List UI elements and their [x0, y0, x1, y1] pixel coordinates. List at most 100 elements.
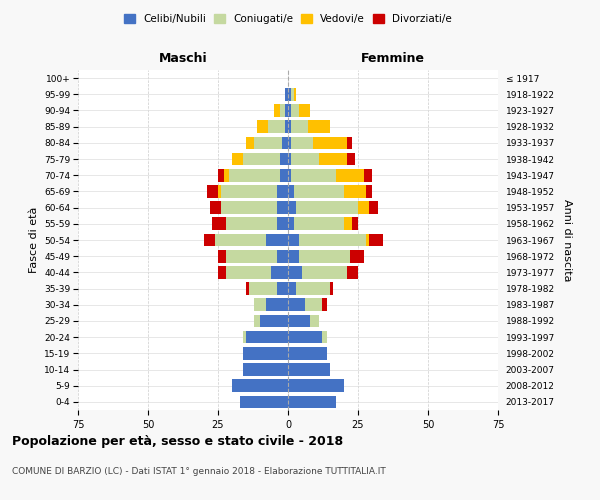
Bar — [299, 250, 350, 262]
Bar — [347, 266, 358, 278]
Bar — [277, 218, 288, 230]
Bar — [288, 104, 291, 117]
Bar — [352, 218, 358, 230]
Bar — [288, 282, 296, 295]
Bar — [288, 185, 293, 198]
Bar — [277, 202, 288, 214]
Bar — [277, 185, 288, 198]
Bar — [335, 169, 364, 181]
Bar — [288, 380, 344, 392]
Bar — [296, 202, 358, 214]
Bar — [257, 120, 268, 133]
Bar — [241, 396, 288, 408]
Bar — [254, 314, 260, 328]
Bar — [221, 185, 277, 198]
Bar — [226, 250, 277, 262]
Legend: Celibi/Nubili, Coniugati/e, Vedovi/e, Divorziati/e: Celibi/Nubili, Coniugati/e, Vedovi/e, Di… — [120, 10, 456, 29]
Bar — [344, 185, 367, 198]
Bar — [254, 136, 283, 149]
Bar — [288, 88, 291, 101]
Bar — [308, 120, 330, 133]
Text: Popolazione per età, sesso e stato civile - 2018: Popolazione per età, sesso e stato civil… — [12, 435, 343, 448]
Bar — [288, 266, 302, 278]
Text: Maschi: Maschi — [158, 52, 208, 65]
Bar — [291, 104, 299, 117]
Bar — [218, 185, 221, 198]
Bar — [218, 266, 226, 278]
Bar — [283, 136, 288, 149]
Y-axis label: Anni di nascita: Anni di nascita — [562, 198, 572, 281]
Bar — [310, 314, 319, 328]
Text: Femmine: Femmine — [361, 52, 425, 65]
Bar — [266, 298, 288, 311]
Bar — [364, 169, 372, 181]
Bar — [224, 169, 229, 181]
Bar — [277, 250, 288, 262]
Bar — [293, 88, 296, 101]
Y-axis label: Fasce di età: Fasce di età — [29, 207, 38, 273]
Bar — [288, 250, 299, 262]
Bar — [288, 120, 291, 133]
Bar — [226, 266, 271, 278]
Bar — [288, 136, 291, 149]
Bar — [260, 314, 288, 328]
Bar — [268, 120, 285, 133]
Bar — [215, 234, 266, 246]
Bar — [212, 218, 226, 230]
Bar — [330, 282, 333, 295]
Bar — [229, 169, 280, 181]
Bar — [288, 169, 291, 181]
Bar — [299, 234, 367, 246]
Bar — [291, 136, 313, 149]
Bar — [218, 250, 226, 262]
Bar — [271, 266, 288, 278]
Bar — [285, 120, 288, 133]
Bar — [274, 104, 280, 117]
Bar — [243, 363, 288, 376]
Bar — [207, 185, 218, 198]
Bar — [291, 120, 308, 133]
Bar — [221, 202, 277, 214]
Bar — [246, 136, 254, 149]
Bar — [347, 152, 355, 166]
Bar — [296, 282, 330, 295]
Bar — [249, 282, 277, 295]
Bar — [288, 152, 291, 166]
Bar — [291, 169, 335, 181]
Bar — [305, 298, 322, 311]
Bar — [319, 152, 347, 166]
Bar — [299, 104, 310, 117]
Bar — [288, 298, 305, 311]
Bar — [358, 202, 369, 214]
Bar — [209, 202, 221, 214]
Bar — [291, 88, 293, 101]
Bar — [277, 282, 288, 295]
Bar — [322, 331, 327, 344]
Bar — [246, 331, 288, 344]
Bar — [369, 202, 377, 214]
Bar — [288, 347, 327, 360]
Bar — [243, 152, 280, 166]
Bar — [367, 234, 369, 246]
Bar — [293, 185, 344, 198]
Bar — [243, 347, 288, 360]
Bar — [369, 234, 383, 246]
Bar — [347, 136, 352, 149]
Bar — [243, 331, 246, 344]
Bar — [288, 202, 296, 214]
Bar — [344, 218, 352, 230]
Bar — [280, 104, 285, 117]
Bar — [288, 314, 310, 328]
Bar — [293, 218, 344, 230]
Bar — [254, 298, 266, 311]
Bar — [285, 88, 288, 101]
Bar — [350, 250, 364, 262]
Bar — [288, 218, 293, 230]
Text: COMUNE DI BARZIO (LC) - Dati ISTAT 1° gennaio 2018 - Elaborazione TUTTITALIA.IT: COMUNE DI BARZIO (LC) - Dati ISTAT 1° ge… — [12, 468, 386, 476]
Bar — [204, 234, 215, 246]
Bar — [313, 136, 347, 149]
Bar — [266, 234, 288, 246]
Bar — [302, 266, 347, 278]
Bar — [367, 185, 372, 198]
Bar — [246, 282, 249, 295]
